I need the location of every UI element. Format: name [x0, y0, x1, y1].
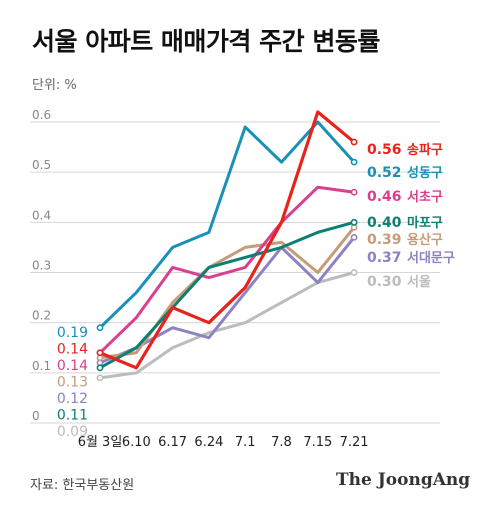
series-name-label: 마포구 — [407, 215, 443, 231]
series-name-label: 성동구 — [407, 166, 443, 181]
series-endpoint — [96, 364, 104, 372]
series-name-label: 용산구 — [407, 232, 443, 248]
y-tick-label: 0.2 — [32, 309, 51, 323]
series-name-label: 서대문구 — [407, 251, 455, 266]
x-axis-ticks: 6월 3일 6.10 6.17 6.24 7.1 7.8 7.15 7.21 — [78, 435, 369, 450]
end-value-labels: 0.30 서울 0.37 서대문구 0.39 용산구 0.46 서초구 0.40 마포구 0.52 성… — [367, 142, 455, 290]
series-endpoint — [96, 324, 104, 332]
start-value-labels: 0.190.140.140.130.120.110.09 — [57, 325, 88, 440]
series-line — [98, 120, 356, 330]
y-tick-label: 0 — [32, 409, 40, 423]
series-endpoint — [350, 269, 358, 276]
x-tick-label: 6.17 — [158, 435, 187, 450]
y-tick-label: 0.3 — [32, 259, 51, 273]
series-name-label: 서울 — [407, 274, 431, 290]
chart-title: 서울 아파트 매매가격 주간 변동률 — [32, 27, 380, 56]
start-value-label: 0.14 — [57, 358, 88, 374]
end-value-label: 0.46 — [367, 189, 402, 205]
series-endpoint — [96, 374, 104, 382]
y-tick-label: 0.5 — [32, 158, 51, 172]
x-tick-label: 7.1 — [235, 435, 256, 450]
series-line — [98, 220, 356, 370]
series-line — [98, 225, 356, 360]
series-endpoint — [96, 349, 104, 357]
start-value-label: 0.14 — [57, 342, 88, 358]
end-value-label: 0.52 — [367, 165, 402, 181]
start-value-label: 0.19 — [57, 325, 88, 341]
y-tick-label: 0.4 — [32, 208, 51, 222]
series-endpoint — [350, 233, 358, 241]
end-value-label: 0.37 — [367, 250, 402, 266]
start-value-label: 0.13 — [57, 375, 88, 391]
series-endpoint — [350, 218, 358, 226]
x-tick-label: 7.21 — [340, 435, 369, 450]
unit-label: 단위: % — [32, 78, 77, 93]
x-tick-label: 6.24 — [194, 435, 223, 450]
x-tick-label: 7.8 — [271, 435, 292, 450]
series-endpoint — [350, 188, 358, 196]
series-line — [98, 185, 356, 355]
y-axis-ticks: 0 0.1 0.2 0.3 0.4 0.5 0.6 — [32, 108, 51, 423]
grid-lines — [30, 121, 440, 424]
y-tick-label: 0.6 — [32, 108, 51, 122]
x-tick-label: 7.15 — [303, 435, 332, 450]
series-lines — [96, 110, 358, 382]
start-value-label: 0.12 — [57, 391, 88, 407]
series-name-label: 송파구 — [407, 143, 443, 158]
start-value-label: 0.09 — [57, 424, 88, 440]
series-line — [98, 110, 356, 370]
series-name-label: 서초구 — [407, 190, 443, 205]
x-tick-label: 6.10 — [122, 435, 151, 450]
series-endpoint — [350, 138, 358, 146]
series-endpoint — [350, 158, 358, 166]
series-line — [98, 271, 356, 380]
brand-logo: The JoongAng — [336, 470, 471, 490]
start-value-label: 0.11 — [57, 408, 88, 424]
end-value-label: 0.56 — [367, 142, 402, 158]
end-value-label: 0.30 — [367, 274, 402, 290]
end-value-label: 0.39 — [367, 232, 402, 248]
end-value-label: 0.40 — [367, 215, 402, 231]
y-tick-label: 0.1 — [32, 359, 51, 373]
source-note: 자료: 한국부동산원 — [30, 478, 135, 493]
x-tick-label: 6월 3일 — [78, 435, 123, 450]
